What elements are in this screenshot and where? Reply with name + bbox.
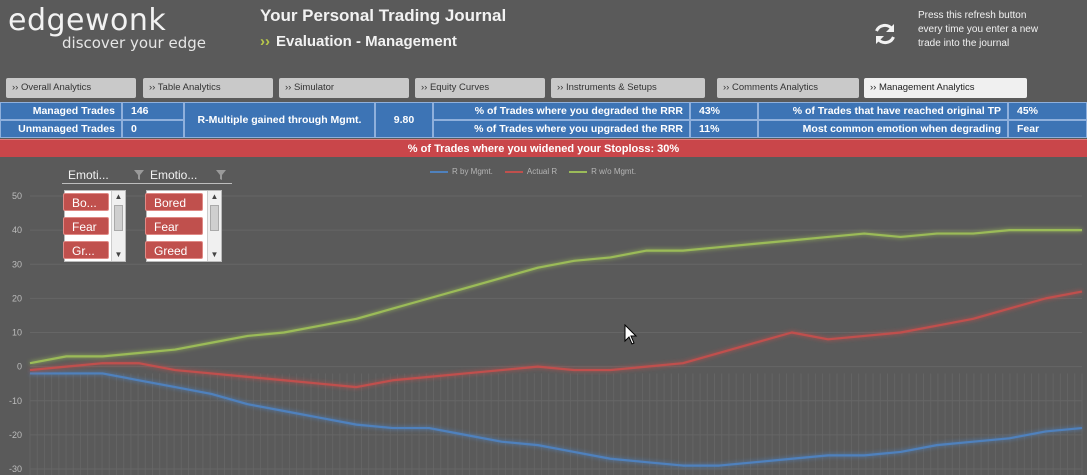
slicer-scrollbar[interactable]: ▲ ▼ [111,191,125,261]
scroll-thumb[interactable] [210,205,219,231]
series-line-r-by-mgmt [30,372,1083,467]
refresh-note: Press this refresh button every time you… [918,10,1039,49]
y-tick-label: 30 [12,259,22,269]
legend-label: R by Mgmt. [452,167,493,176]
common-emotion-value: Fear [1008,120,1087,138]
page-subtitle: ›› Evaluation - Management [260,33,457,50]
filter-clear-icon[interactable] [216,170,226,180]
r-multiple-value: 9.80 [375,102,433,138]
reached-tp-value: 45% [1008,102,1087,120]
subtitle-arrows: ›› [260,33,270,50]
slicer-scrollbar[interactable]: ▲ ▼ [207,191,221,261]
tab-simulator[interactable]: ›› Simulator [279,78,409,98]
series-line-r-w-o-mgmt [29,229,1082,365]
edgewonk-logo: edgewonk discover your edge [8,3,206,53]
slicer-header: Emotio... [144,166,232,184]
legend-label: Actual R [526,167,558,176]
slicer-item-bored[interactable]: Bo... [63,193,109,211]
scroll-down-icon[interactable]: ▼ [210,250,219,259]
chart-legend: R by Mgmt. Actual R R w/o Mgmt. [430,167,636,176]
y-tick-label: -20 [9,430,22,440]
degraded-rrr-label: % of Trades where you degraded the RRR [433,102,690,120]
slicer-title: Emotio... [150,168,198,182]
mouse-pointer-icon [624,324,638,345]
legend-item-actual-r: Actual R [504,167,558,176]
common-emotion-label: Most common emotion when degrading [758,120,1008,138]
managed-trades-label: Managed Trades [0,102,122,120]
slicer-title: Emoti... [68,168,109,182]
legend-swatch-green [569,170,588,173]
refresh-icon[interactable] [871,20,899,48]
tab-instruments-setups[interactable]: ›› Instruments & Setups [551,78,705,98]
slicer-item-greed[interactable]: Gr... [63,241,109,259]
legend-item-r-by-mgmt: R by Mgmt. [430,167,493,176]
series-lines [29,229,1083,467]
slicer-list: Bored Fear Greed ▲ ▼ [145,190,222,262]
legend-swatch-red [504,170,523,173]
equity-chart: 50 40 30 20 10 0 -10 -20 -30 [0,158,1087,475]
emotion-slicer-2: Emotio... Bored Fear Greed ▲ ▼ [144,166,232,266]
stoploss-alert-banner: % of Trades where you widened your Stopl… [0,139,1087,157]
tab-table-analytics[interactable]: ›› Table Analytics [143,78,273,98]
slicer-list: Bo... Fear Gr... ▲ ▼ [63,190,126,262]
upgraded-rrr-value: 11% [690,120,758,138]
degraded-rrr-value: 43% [690,102,758,120]
page-title: Your Personal Trading Journal [260,6,507,25]
tab-management-analytics[interactable]: ›› Management Analytics [864,78,1027,98]
stats-strip: Managed Trades 146 Unmanaged Trades 0 R-… [0,102,1087,138]
slicer-item-bored[interactable]: Bored [145,193,203,211]
tab-comments-analytics[interactable]: ›› Comments Analytics [717,78,859,98]
tab-overall-analytics[interactable]: ›› Overall Analytics [6,78,136,98]
tab-equity-curves[interactable]: ›› Equity Curves [415,78,545,98]
series-line-actual-r [29,290,1083,389]
unmanaged-trades-label: Unmanaged Trades [0,120,122,138]
slicer-item-greed[interactable]: Greed [145,241,203,259]
logo-tagline: discover your edge [62,34,206,52]
r-multiple-label: R-Multiple gained through Mgmt. [184,102,375,138]
y-axis: 50 40 30 20 10 0 -10 -20 -30 [9,191,22,474]
reached-tp-label: % of Trades that have reached original T… [758,102,1008,120]
emotion-slicer-1: Emoti... Bo... Fear Gr... ▲ ▼ [62,166,150,266]
y-tick-label: -30 [9,464,22,474]
slicer-header: Emoti... [62,166,150,184]
y-tick-label: 50 [12,191,22,201]
scroll-up-icon[interactable]: ▲ [114,192,123,201]
filter-clear-icon[interactable] [134,170,144,180]
slicer-item-fear[interactable]: Fear [145,217,203,235]
legend-item-r-wo-mgmt: R w/o Mgmt. [569,167,636,176]
legend-swatch-blue [430,170,448,173]
y-tick-label: 40 [12,225,22,235]
logo-name: edgewonk [8,3,167,38]
slicer-item-fear[interactable]: Fear [63,217,109,235]
unmanaged-trades-value: 0 [122,120,184,138]
legend-label: R w/o Mgmt. [591,167,637,176]
y-tick-label: 10 [12,328,22,338]
chart-svg: 50 40 30 20 10 0 -10 -20 -30 [9,191,1083,475]
scroll-thumb[interactable] [114,205,123,231]
subtitle-text: Evaluation - Management [276,33,457,50]
scroll-up-icon[interactable]: ▲ [210,192,219,201]
y-tick-label: -10 [9,396,22,406]
upgraded-rrr-label: % of Trades where you upgraded the RRR [433,120,690,138]
scroll-down-icon[interactable]: ▼ [114,250,123,259]
y-tick-label: 20 [12,293,22,303]
managed-trades-value: 146 [122,102,184,120]
y-tick-label: 0 [17,362,22,372]
